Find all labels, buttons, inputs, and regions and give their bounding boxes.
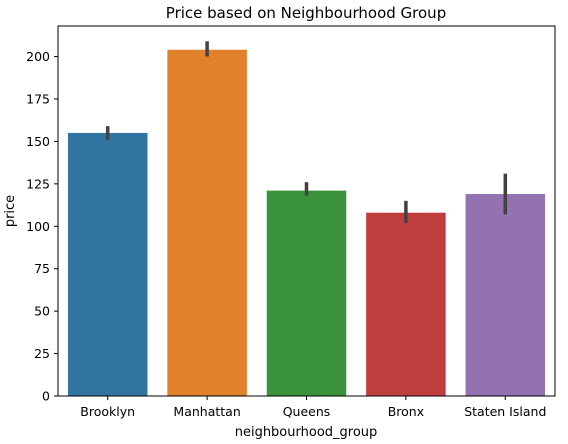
y-tick-label: 50 (34, 304, 50, 319)
y-tick-label: 175 (26, 91, 50, 106)
x-tick-label: Brooklyn (80, 404, 135, 419)
x-tick-label: Queens (283, 404, 331, 419)
y-tick-label: 0 (42, 389, 50, 404)
bar-staten-island (465, 194, 546, 396)
bar-brooklyn (67, 132, 148, 396)
y-tick-label: 25 (34, 346, 50, 361)
x-tick-label: Staten Island (464, 404, 546, 419)
bar-queens (266, 190, 347, 396)
bar-manhattan (167, 49, 247, 396)
plot-frame (57, 25, 556, 397)
plot-area: Brooklyn Manhattan Queens Bronx Staten Islan… (26, 25, 556, 419)
x-axis-label: neighbourhood_group (235, 425, 378, 440)
y-tick-label: 125 (26, 176, 50, 191)
y-tick-label: 100 (26, 219, 50, 234)
y-axis-label: price (3, 195, 18, 227)
chart-title: Price based on Neighbourhood Group (166, 4, 446, 22)
x-tick-label: Bronx (388, 404, 424, 419)
y-tick-label: 150 (26, 134, 50, 149)
x-tick-label: Manhattan (173, 404, 240, 419)
bar-bronx (366, 212, 446, 396)
y-tick-label: 200 (26, 49, 50, 64)
y-tick-label: 75 (34, 261, 50, 276)
